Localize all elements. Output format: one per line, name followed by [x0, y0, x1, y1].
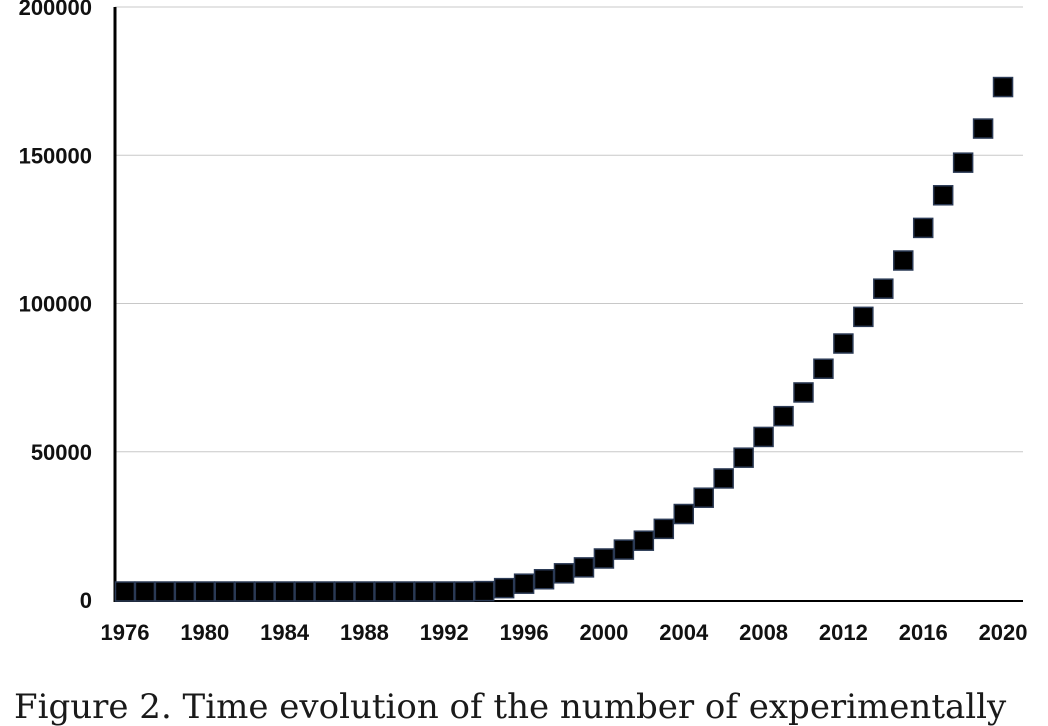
- data-point: [653, 518, 675, 540]
- data-point: [194, 581, 216, 602]
- x-tick-labels: 1976 1980 1984 1988 1992 1996 2000 2004 2008 2012…: [101, 620, 1028, 645]
- data-point: [793, 382, 814, 403]
- x-tick-label: 2008: [739, 620, 788, 645]
- data-point: [813, 358, 834, 379]
- y-tick-label: 200000: [19, 0, 92, 20]
- data-point: [453, 581, 475, 602]
- data-point: [573, 557, 595, 578]
- data-point: [873, 278, 894, 299]
- x-tick-label: 1980: [180, 620, 229, 645]
- data-point: [334, 581, 355, 602]
- data-point: [833, 333, 854, 354]
- data-point: [673, 503, 694, 525]
- y-tick-labels: 0 50000 100000 150000 200000: [19, 0, 92, 613]
- x-tick-label: 2016: [899, 620, 948, 645]
- x-tick-label: 2012: [819, 620, 868, 645]
- grid-lines: [115, 6, 1023, 453]
- x-tick-label: 1988: [340, 620, 389, 645]
- data-point: [374, 581, 395, 602]
- data-point: [593, 548, 615, 569]
- data-point: [972, 118, 994, 139]
- x-tick-label: 2004: [659, 620, 709, 645]
- data-point: [753, 426, 774, 448]
- data-point: [912, 217, 934, 239]
- axes: [113, 7, 1023, 602]
- data-point: [613, 539, 635, 560]
- data-points: [114, 76, 1014, 602]
- figure-caption: Figure 2. Time evolution of the number o…: [14, 687, 1007, 726]
- data-point: [134, 581, 156, 602]
- data-point: [733, 447, 754, 468]
- data-point: [114, 581, 136, 602]
- data-point: [274, 581, 295, 602]
- data-point: [154, 581, 176, 602]
- data-point: [513, 573, 535, 594]
- data-point: [853, 306, 874, 328]
- data-point: [234, 581, 255, 602]
- x-tick-label: 1992: [420, 620, 469, 645]
- x-tick-label: 1984: [260, 620, 310, 645]
- x-tick-label: 2020: [979, 620, 1028, 645]
- data-point: [434, 581, 455, 602]
- data-point: [294, 581, 315, 602]
- data-point: [633, 530, 655, 551]
- data-point: [314, 581, 335, 602]
- data-point: [354, 581, 375, 602]
- y-tick-label: 100000: [19, 292, 92, 317]
- data-point: [533, 568, 555, 590]
- data-point: [932, 185, 954, 206]
- data-point: [553, 563, 575, 584]
- data-point: [493, 577, 515, 599]
- x-tick-label: 1996: [500, 620, 549, 645]
- data-point: [414, 581, 435, 602]
- data-point: [952, 152, 974, 173]
- x-tick-label: 2000: [579, 620, 628, 645]
- data-point: [893, 250, 914, 271]
- x-tick-label: 1976: [101, 620, 150, 645]
- y-tick-label: 150000: [19, 143, 92, 168]
- data-point: [773, 405, 794, 427]
- data-point: [693, 487, 714, 508]
- data-point: [394, 581, 415, 602]
- data-point: [174, 581, 196, 602]
- y-tick-label: 50000: [31, 440, 92, 465]
- data-point: [473, 580, 495, 602]
- y-tick-label: 0: [80, 588, 92, 613]
- data-point: [214, 581, 236, 602]
- data-point: [254, 581, 275, 602]
- data-point: [992, 76, 1014, 98]
- data-point: [713, 468, 734, 489]
